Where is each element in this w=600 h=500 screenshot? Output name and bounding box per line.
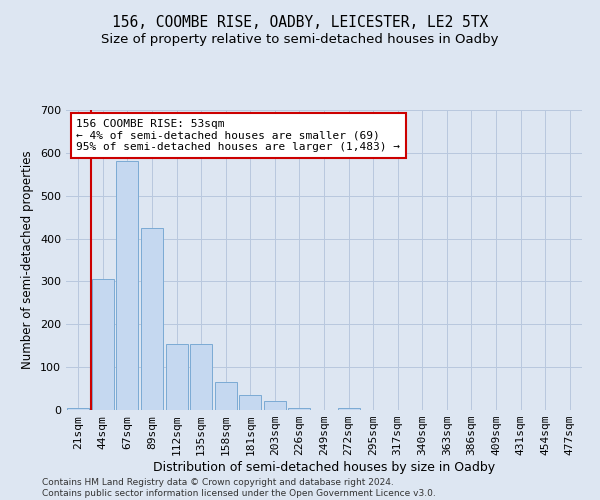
Bar <box>289 408 310 410</box>
Bar <box>116 162 139 410</box>
X-axis label: Distribution of semi-detached houses by size in Oadby: Distribution of semi-detached houses by … <box>153 461 495 474</box>
Text: Contains HM Land Registry data © Crown copyright and database right 2024.
Contai: Contains HM Land Registry data © Crown c… <box>42 478 436 498</box>
Bar <box>166 344 188 410</box>
Bar <box>264 402 286 410</box>
Text: Size of property relative to semi-detached houses in Oadby: Size of property relative to semi-detach… <box>101 32 499 46</box>
Text: 156 COOMBE RISE: 53sqm
← 4% of semi-detached houses are smaller (69)
95% of semi: 156 COOMBE RISE: 53sqm ← 4% of semi-deta… <box>76 119 400 152</box>
Bar <box>190 344 212 410</box>
Bar <box>141 228 163 410</box>
Bar <box>239 395 262 410</box>
Y-axis label: Number of semi-detached properties: Number of semi-detached properties <box>22 150 34 370</box>
Bar <box>338 408 359 410</box>
Text: 156, COOMBE RISE, OADBY, LEICESTER, LE2 5TX: 156, COOMBE RISE, OADBY, LEICESTER, LE2 … <box>112 15 488 30</box>
Bar <box>215 382 237 410</box>
Bar <box>92 280 114 410</box>
Bar <box>67 408 89 410</box>
